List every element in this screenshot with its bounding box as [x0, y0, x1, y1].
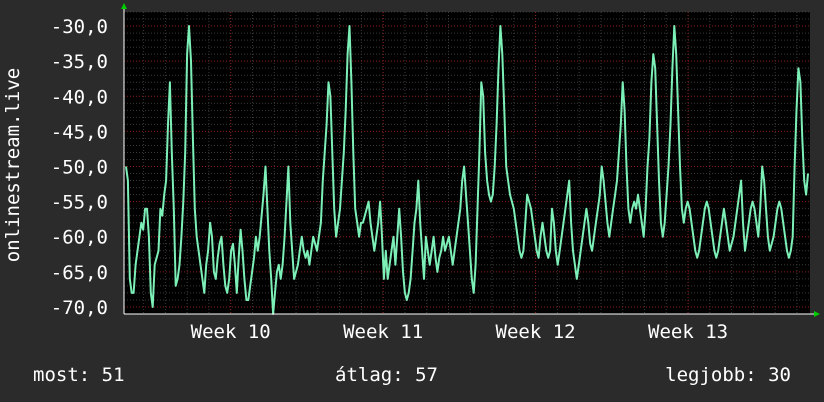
y-tick-labels: -30,0 -35,0 -40,0 -45,0 -50,0 -55,0 -60,0 -65,0… — [51, 16, 108, 319]
x-tick-label: Week 13 — [648, 321, 728, 343]
series-line-0 — [125, 25, 809, 315]
y-tick-label: -45,0 — [51, 121, 108, 143]
series-layer — [125, 25, 809, 315]
plot-area — [124, 12, 810, 314]
x-tick-labels: Week 10 Week 11 Week 12 Week 13 — [191, 321, 728, 343]
x-axis-arrow-icon — [814, 311, 820, 317]
y-tick-label: -65,0 — [51, 262, 108, 284]
current-stat: most: 51 — [33, 364, 125, 386]
y-tick-label: -70,0 — [51, 297, 108, 319]
y-tick-label: -55,0 — [51, 192, 108, 214]
average-stat: átlag: 57 — [335, 364, 438, 386]
y-tick-label: -50,0 — [51, 157, 108, 179]
y-tick-label: -30,0 — [51, 16, 108, 38]
x-tick-label: Week 11 — [343, 321, 423, 343]
grid-minor — [124, 11, 810, 315]
y-tick-label: -35,0 — [51, 51, 108, 73]
best-stat: legjobb: 30 — [665, 364, 791, 386]
y-tick-label: -60,0 — [51, 227, 108, 249]
x-tick-label: Week 10 — [191, 321, 271, 343]
y-tick-label: -40,0 — [51, 86, 108, 108]
y-axis-arrow-icon — [121, 3, 127, 9]
x-tick-label: Week 12 — [496, 321, 576, 343]
y-axis-label: onlinestream.live — [2, 68, 24, 262]
axes — [121, 3, 820, 317]
